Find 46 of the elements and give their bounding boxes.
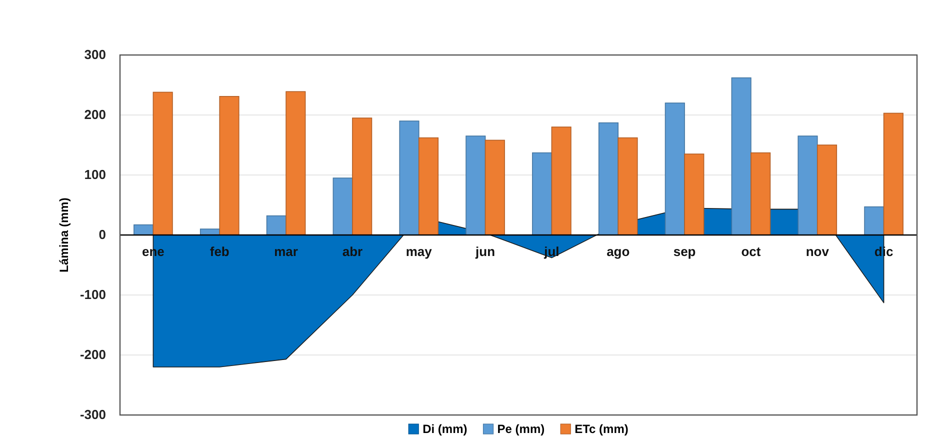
bar — [399, 120, 420, 236]
x-tick-label: feb — [210, 244, 230, 260]
x-tick-label: nov — [806, 244, 830, 260]
legend-label: ETc (mm) — [574, 422, 628, 436]
bar — [352, 118, 372, 236]
bar — [664, 102, 685, 236]
y-tick-label: 300 — [84, 47, 106, 62]
bar — [266, 215, 286, 236]
y-tick-label: -300 — [80, 407, 106, 422]
x-tick-label: oct — [741, 244, 762, 260]
bar — [551, 126, 572, 236]
bar — [883, 112, 904, 236]
bar — [731, 77, 752, 236]
x-tick-label: sep — [673, 244, 696, 260]
bar — [750, 152, 771, 236]
bar — [598, 122, 619, 236]
bar — [418, 137, 439, 236]
bar — [286, 91, 306, 236]
bar — [466, 136, 486, 236]
x-tick-label: jul — [543, 244, 560, 260]
legend-label: Di (mm) — [422, 422, 468, 436]
bar — [684, 154, 704, 236]
x-tick-label: mar — [274, 244, 298, 260]
x-tick-label: jun — [474, 244, 496, 260]
bar — [152, 92, 173, 236]
x-tick-label: may — [406, 244, 433, 260]
bar — [134, 224, 154, 236]
y-tick-label: 100 — [84, 167, 106, 182]
legend-label: Pe (mm) — [497, 422, 545, 436]
y-tick-label: -100 — [80, 287, 106, 302]
bar — [798, 136, 818, 236]
y-tick-label: 200 — [84, 107, 106, 122]
bar — [332, 178, 353, 236]
x-tick-label: ago — [606, 244, 630, 260]
x-tick-label: abr — [342, 244, 363, 260]
bar — [484, 140, 505, 236]
bar — [219, 96, 240, 236]
bar — [864, 206, 884, 236]
bar — [532, 152, 552, 236]
x-tick-label: ene — [142, 244, 164, 260]
y-tick-label: 0 — [98, 227, 106, 242]
y-tick-label: -200 — [80, 347, 106, 362]
y-axis-title: Lámina (mm) — [57, 198, 71, 272]
x-tick-label: dic — [874, 244, 894, 260]
bar — [618, 137, 638, 236]
bar — [816, 144, 838, 236]
